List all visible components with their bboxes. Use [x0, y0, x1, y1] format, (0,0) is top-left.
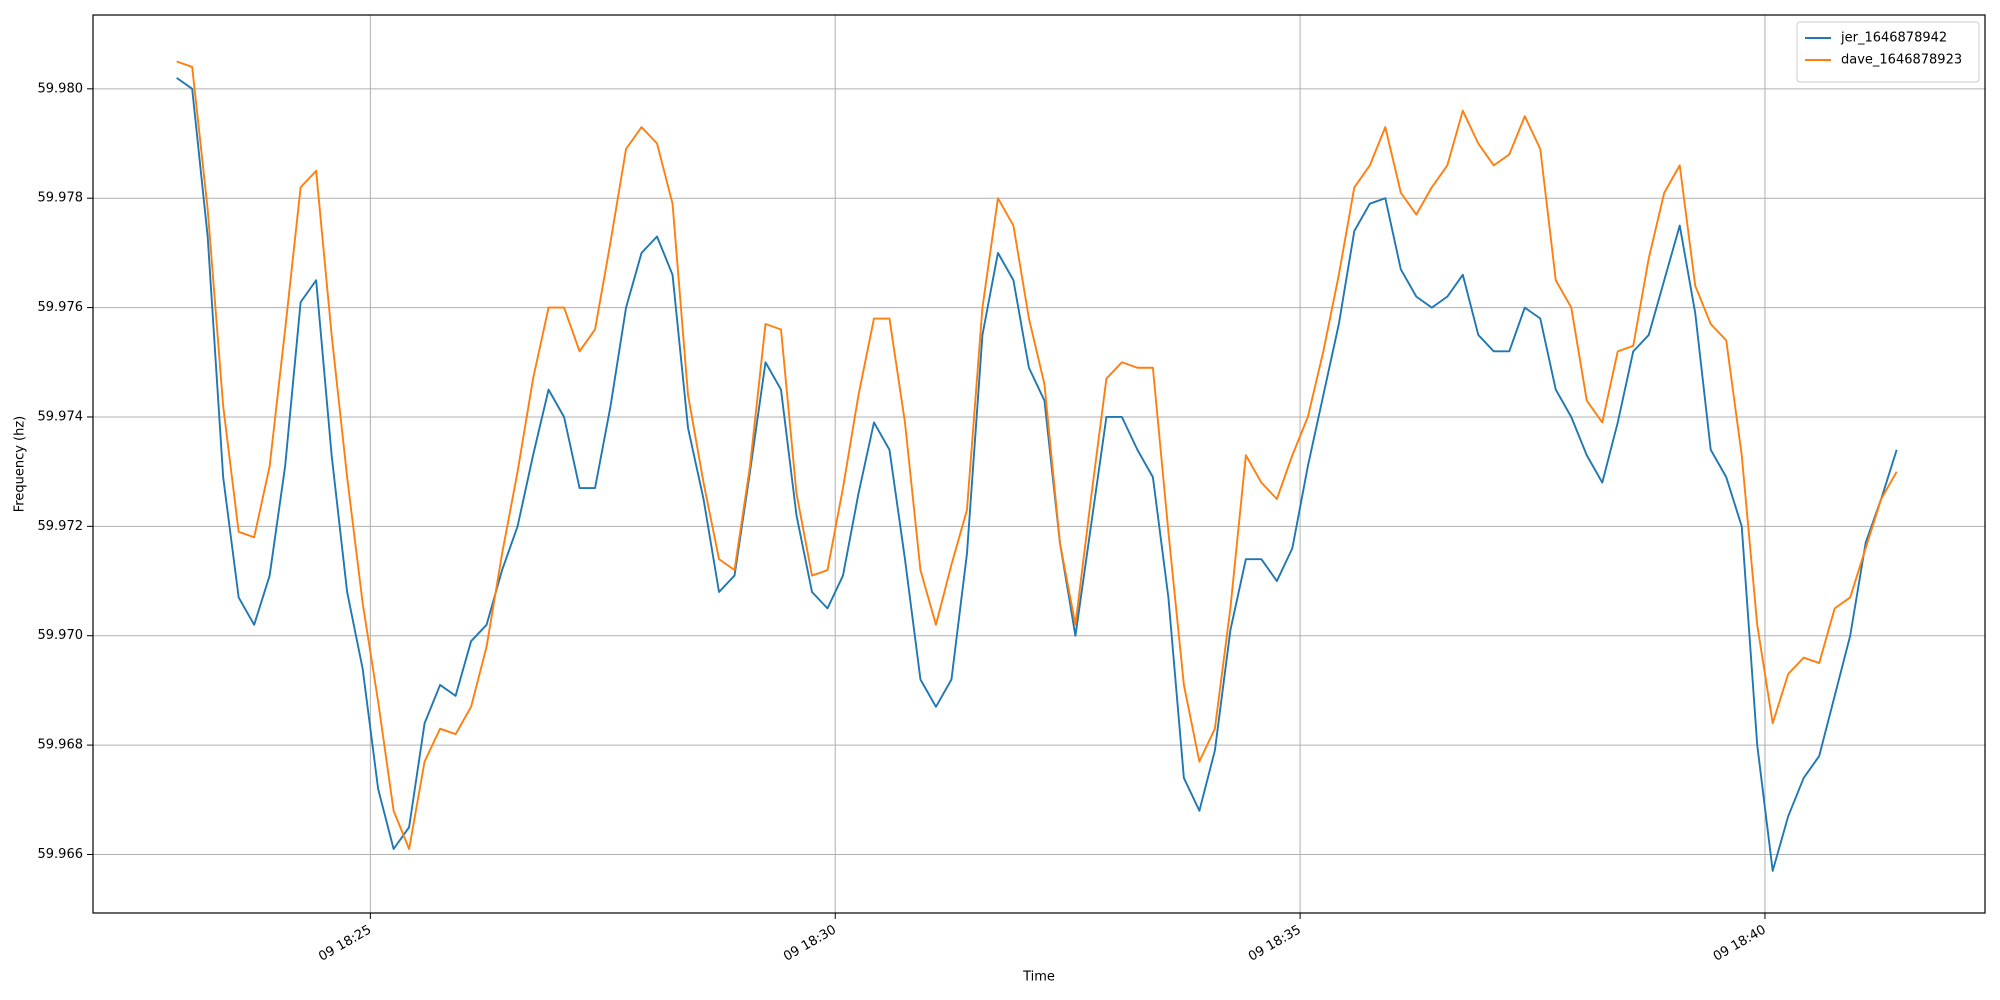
x-tick-label: 09 18:35	[1246, 923, 1304, 965]
y-tick-label: 59.970	[38, 628, 84, 643]
legend: jer_1646878942 dave_1646878923	[1796, 21, 1980, 83]
y-axis-label: Frequency (hz)	[13, 416, 28, 513]
y-tick-label: 59.978	[38, 191, 84, 206]
y-tick-label: 59.966	[38, 847, 84, 862]
data-line	[176, 60, 1898, 850]
legend-box	[1796, 21, 1980, 83]
legend-label: dave_1646878923	[1841, 53, 1962, 68]
y-tick-label: 59.974	[38, 409, 84, 424]
legend-label: jer_1646878942	[1840, 31, 1947, 46]
plot-frame	[92, 14, 1986, 914]
y-tick-label: 59.980	[38, 81, 84, 96]
y-tick-label: 59.968	[38, 738, 84, 753]
x-axis-label: Time	[1022, 970, 1055, 985]
x-tick-label: 09 18:40	[1711, 923, 1769, 965]
x-tick-label: 09 18:25	[316, 923, 374, 965]
y-tick-label: 59.976	[38, 300, 84, 315]
y-tick-label: 59.972	[38, 519, 84, 534]
x-tick-label: 09 18:30	[781, 923, 839, 965]
data-line	[176, 77, 1898, 872]
